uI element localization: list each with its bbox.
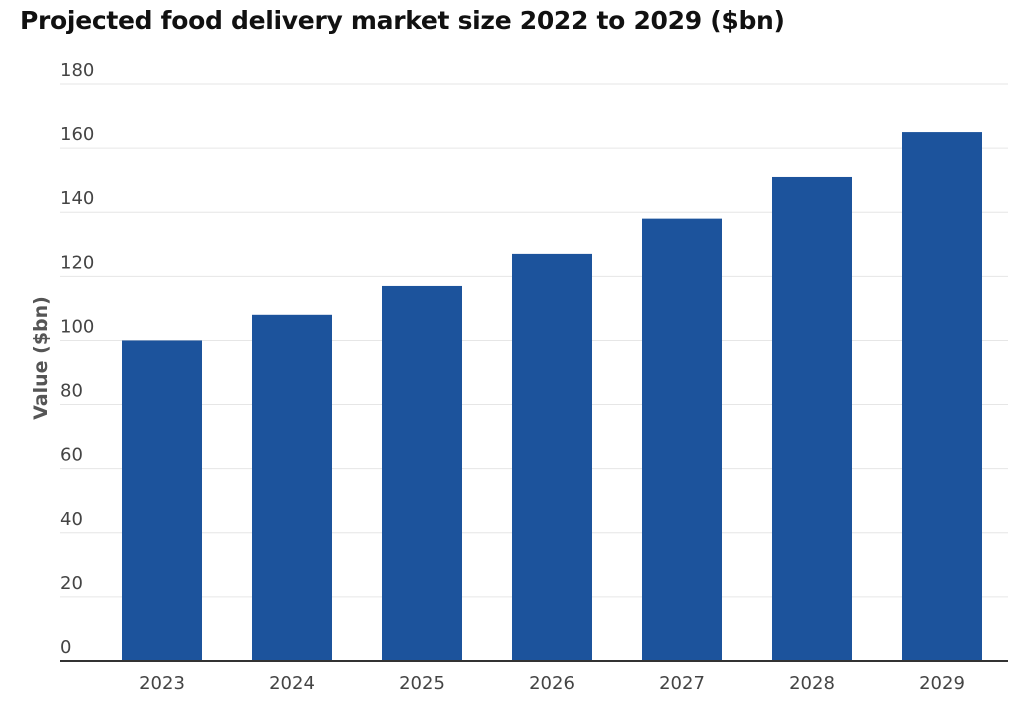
x-tick-label: 2026 (529, 673, 575, 694)
x-tick-label: 2027 (659, 673, 705, 694)
y-tick-label: 180 (60, 60, 94, 81)
y-tick-label: 0 (60, 637, 71, 658)
y-tick-label: 40 (60, 509, 83, 530)
y-axis-label: Value ($bn) (30, 296, 52, 420)
y-tick-label: 80 (60, 381, 83, 402)
x-tick-label: 2025 (399, 673, 445, 694)
x-tick-label: 2023 (139, 673, 185, 694)
bar-2029 (902, 132, 982, 662)
bar-2027 (642, 218, 722, 661)
x-tick-label: 2024 (269, 673, 315, 694)
bars (122, 132, 982, 662)
y-tick-label: 160 (60, 124, 94, 145)
y-tick-label: 140 (60, 188, 94, 209)
bar-2026 (512, 253, 592, 661)
y-tick-label: 100 (60, 316, 94, 337)
bar-2024 (252, 314, 332, 661)
chart-title: Projected food delivery market size 2022… (20, 6, 785, 35)
y-tick-label: 120 (60, 252, 94, 273)
x-tick-label: 2029 (919, 673, 965, 694)
x-axis-tick-labels: 2023 2024 2025 2026 2027 2028 2029 (139, 673, 965, 694)
bar-2025 (382, 285, 462, 661)
bar-2028 (772, 176, 852, 661)
y-tick-label: 20 (60, 573, 83, 594)
y-tick-label: 60 (60, 445, 83, 466)
y-axis-tick-labels: 0 20 40 60 80 100 120 140 160 180 (60, 60, 94, 658)
x-tick-label: 2028 (789, 673, 835, 694)
bar-2023 (122, 340, 202, 661)
